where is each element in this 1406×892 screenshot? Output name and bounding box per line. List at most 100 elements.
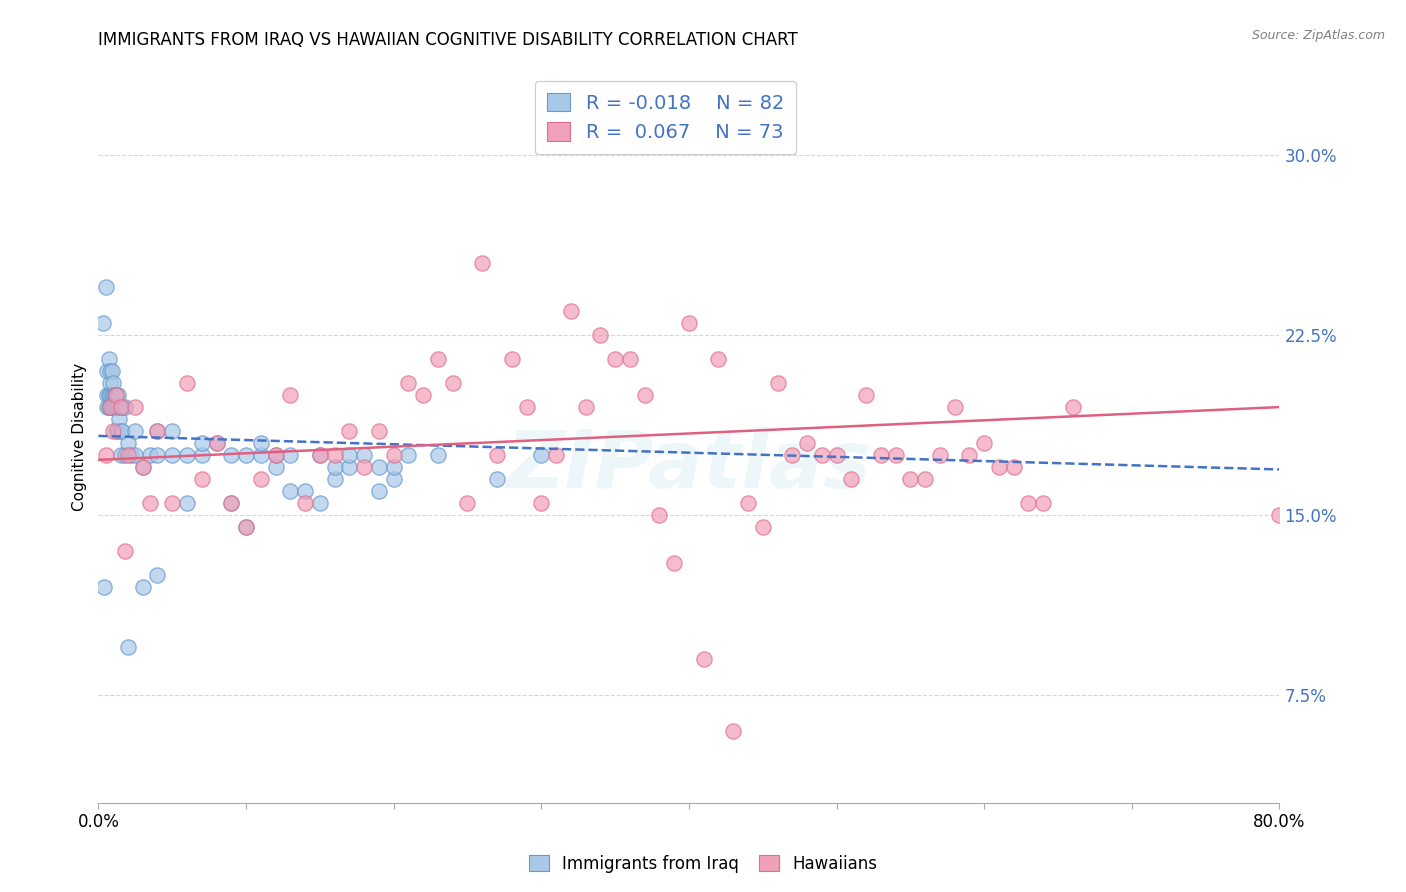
Y-axis label: Cognitive Disability: Cognitive Disability bbox=[72, 363, 87, 511]
Point bbox=[91, 316, 114, 330]
Text: ZIPatlas: ZIPatlas bbox=[506, 427, 872, 506]
Point bbox=[264, 460, 287, 475]
Point bbox=[97, 388, 120, 402]
Point bbox=[810, 448, 832, 462]
Point bbox=[1268, 508, 1291, 522]
Point bbox=[250, 472, 273, 486]
Point bbox=[97, 352, 120, 367]
Point bbox=[98, 400, 121, 414]
Point bbox=[988, 460, 1011, 475]
Point bbox=[368, 460, 391, 475]
Point bbox=[146, 448, 169, 462]
Point bbox=[124, 448, 146, 462]
Point bbox=[110, 400, 132, 414]
Point bbox=[107, 424, 129, 438]
Point bbox=[737, 496, 759, 510]
Point bbox=[457, 496, 479, 510]
Point bbox=[104, 388, 127, 402]
Point bbox=[280, 388, 302, 402]
Point bbox=[162, 424, 183, 438]
Point bbox=[117, 448, 139, 462]
Point bbox=[205, 436, 228, 450]
Point bbox=[96, 400, 118, 414]
Point bbox=[103, 400, 125, 414]
Point bbox=[250, 448, 273, 462]
Point bbox=[100, 364, 122, 378]
Point bbox=[103, 388, 125, 402]
Point bbox=[96, 388, 118, 402]
Point bbox=[501, 352, 523, 367]
Point bbox=[398, 448, 420, 462]
Point bbox=[235, 520, 257, 534]
Point bbox=[98, 400, 121, 414]
Point bbox=[221, 448, 243, 462]
Point bbox=[132, 460, 155, 475]
Legend: R = -0.018    N = 82, R =  0.067    N = 73: R = -0.018 N = 82, R = 0.067 N = 73 bbox=[536, 81, 796, 154]
Point bbox=[382, 448, 405, 462]
Point bbox=[323, 460, 346, 475]
Point bbox=[124, 400, 146, 414]
Point bbox=[191, 436, 214, 450]
Point bbox=[382, 460, 405, 475]
Point bbox=[339, 448, 361, 462]
Point bbox=[162, 448, 183, 462]
Point bbox=[412, 388, 434, 402]
Point bbox=[1002, 460, 1025, 475]
Point bbox=[124, 424, 146, 438]
Point bbox=[1018, 496, 1040, 510]
Point bbox=[103, 376, 125, 391]
Point bbox=[294, 483, 316, 498]
Point bbox=[221, 496, 243, 510]
Point bbox=[205, 436, 228, 450]
Point bbox=[120, 448, 142, 462]
Point bbox=[575, 400, 598, 414]
Point bbox=[264, 448, 287, 462]
Point bbox=[353, 460, 375, 475]
Point bbox=[117, 436, 139, 450]
Point bbox=[589, 328, 612, 343]
Point bbox=[105, 400, 128, 414]
Point bbox=[94, 448, 117, 462]
Point bbox=[221, 496, 243, 510]
Point bbox=[162, 496, 183, 510]
Point bbox=[841, 472, 863, 486]
Point bbox=[1062, 400, 1084, 414]
Point bbox=[104, 400, 127, 414]
Point bbox=[111, 400, 134, 414]
Point bbox=[398, 376, 420, 391]
Point bbox=[959, 448, 981, 462]
Point bbox=[139, 448, 162, 462]
Point bbox=[146, 424, 169, 438]
Point bbox=[870, 448, 893, 462]
Point bbox=[309, 448, 332, 462]
Point bbox=[107, 400, 129, 414]
Point bbox=[516, 400, 538, 414]
Point bbox=[176, 496, 198, 510]
Point bbox=[250, 436, 273, 450]
Point bbox=[110, 424, 132, 438]
Point bbox=[114, 544, 136, 558]
Point bbox=[107, 388, 129, 402]
Point bbox=[339, 460, 361, 475]
Point bbox=[471, 256, 494, 270]
Point bbox=[368, 483, 391, 498]
Point bbox=[486, 472, 509, 486]
Point bbox=[560, 304, 582, 318]
Point bbox=[132, 460, 155, 475]
Point bbox=[139, 496, 162, 510]
Point bbox=[100, 400, 122, 414]
Point bbox=[294, 496, 316, 510]
Point bbox=[796, 436, 818, 450]
Point bbox=[427, 448, 450, 462]
Point bbox=[752, 520, 775, 534]
Point bbox=[114, 400, 136, 414]
Point bbox=[766, 376, 789, 391]
Point bbox=[486, 448, 509, 462]
Point bbox=[98, 364, 121, 378]
Point bbox=[111, 424, 134, 438]
Point bbox=[339, 424, 361, 438]
Point bbox=[782, 448, 804, 462]
Point bbox=[546, 448, 568, 462]
Point bbox=[96, 364, 118, 378]
Point bbox=[105, 388, 128, 402]
